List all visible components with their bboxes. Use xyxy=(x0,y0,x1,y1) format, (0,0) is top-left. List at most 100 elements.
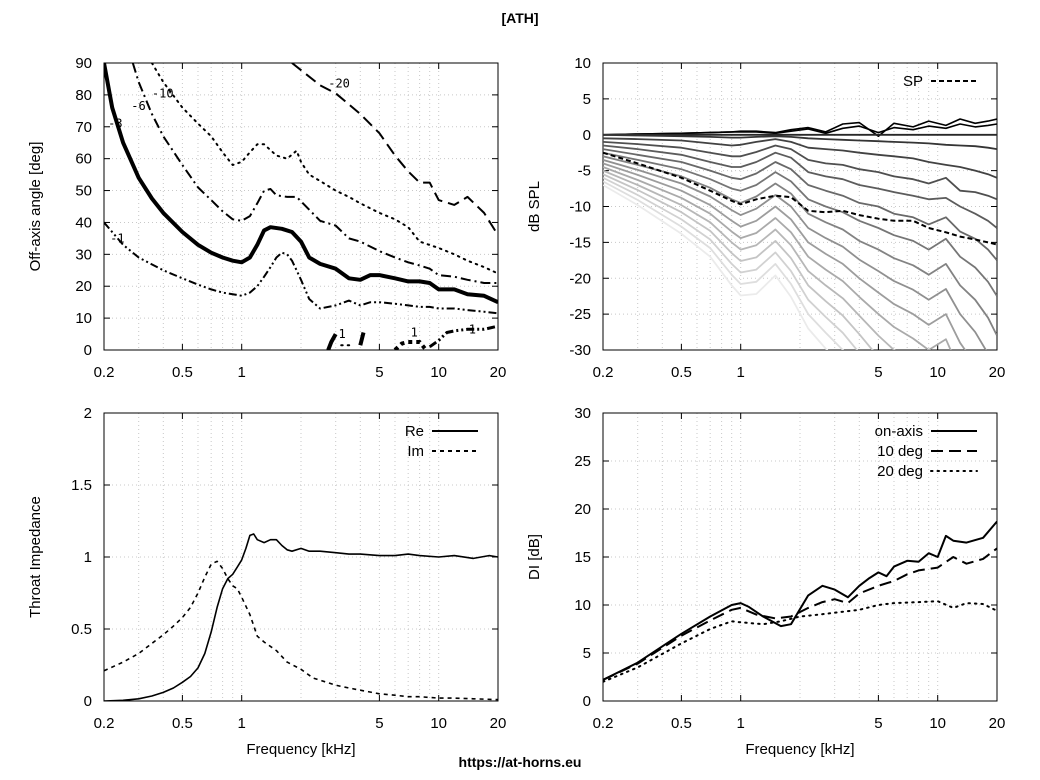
chart-directivity-contour: 0.2 0.5 1 5 10 20 0 10 20 30 40 50 60 70 80 90 Off-axis … xyxy=(27,55,506,381)
x-tick-label: 5 xyxy=(375,364,383,381)
y-tick-label: 0 xyxy=(84,342,92,359)
y-tick-label: 0 xyxy=(583,693,591,710)
x-tick-label: 10 xyxy=(929,715,946,732)
y-tick-label: 1 xyxy=(84,549,92,566)
legend-label: Re xyxy=(405,423,424,440)
grid xyxy=(104,63,498,350)
x-tick-label: 0.2 xyxy=(94,364,115,381)
grid xyxy=(603,413,997,701)
footer-url[interactable]: https://at-horns.eu xyxy=(458,754,582,770)
series-20-deg xyxy=(603,600,997,683)
series-sp xyxy=(603,151,997,246)
y-axis-label: dB SPL xyxy=(526,181,543,232)
y-tick-label: 0 xyxy=(583,127,591,144)
series-+1e xyxy=(428,324,498,349)
y-tick-label: 80 xyxy=(75,87,92,104)
y-tick-label: 90 xyxy=(75,55,92,72)
series-re xyxy=(104,533,498,701)
y-tick-label: 0.5 xyxy=(71,621,92,638)
x-tick-label: 1 xyxy=(737,715,745,732)
y-tick-label: 30 xyxy=(75,246,92,263)
legend-label: 10 deg xyxy=(877,443,923,460)
x-tick-label: 1 xyxy=(238,364,246,381)
series--3 xyxy=(104,63,498,305)
series-140-deg xyxy=(603,173,874,350)
legend-label: Im xyxy=(407,443,424,460)
x-tick-label: 0.5 xyxy=(172,364,193,381)
x-tick-label: 0.5 xyxy=(671,364,692,381)
series-group xyxy=(104,533,498,701)
y-tick-label: 2 xyxy=(84,405,92,422)
y-tick-label: 10 xyxy=(574,597,591,614)
y-axis-label: DI [dB] xyxy=(526,534,543,580)
y-tick-label: 15 xyxy=(574,549,591,566)
series-150-deg xyxy=(603,176,859,350)
series--10 xyxy=(150,63,498,275)
y-tick-label: -25 xyxy=(569,306,591,323)
y-tick-label: 5 xyxy=(583,91,591,108)
x-tick-label: 1 xyxy=(238,715,246,732)
x-tick-label: 20 xyxy=(490,364,507,381)
contour-label: -20 xyxy=(328,77,350,91)
x-tick-label: 20 xyxy=(989,364,1006,381)
y-tick-label: 20 xyxy=(574,501,591,518)
contour-label: -3 xyxy=(108,117,122,131)
series-170-deg xyxy=(603,184,829,350)
series-130-deg xyxy=(603,169,896,350)
x-tick-label: 20 xyxy=(490,715,507,732)
x-tick-label: 0.5 xyxy=(671,715,692,732)
y-tick-label: -20 xyxy=(569,270,591,287)
x-tick-label: 5 xyxy=(874,715,882,732)
series-group xyxy=(603,118,997,350)
series-group xyxy=(104,63,498,350)
series--1 xyxy=(104,221,498,315)
contour-label: -10 xyxy=(152,86,174,100)
series-30-deg xyxy=(603,133,997,150)
x-tick-label: 0.2 xyxy=(593,364,614,381)
y-tick-label: 10 xyxy=(574,55,591,72)
series-120-deg xyxy=(603,166,952,350)
y-tick-label: 30 xyxy=(574,405,591,422)
y-tick-label: 50 xyxy=(75,183,92,200)
y-tick-label: 60 xyxy=(75,151,92,168)
legend-label: SP xyxy=(903,73,923,90)
series-+1a xyxy=(326,333,338,350)
series--20 xyxy=(291,63,498,236)
y-tick-label: 10 xyxy=(75,310,92,327)
x-tick-label: 0.2 xyxy=(94,715,115,732)
contour-label: 1 xyxy=(469,322,476,336)
x-tick-label: 0.5 xyxy=(172,715,193,732)
chart-throat-impedance: 0.2 0.5 1 5 10 20 0 0.5 1 1.5 2 Throat Impedance Fre… xyxy=(27,405,506,758)
y-tick-label: 40 xyxy=(75,214,92,231)
series-10-deg xyxy=(603,123,997,136)
series-160-deg xyxy=(603,180,844,350)
y-tick-label: 70 xyxy=(75,119,92,136)
contour-label: 1 xyxy=(411,325,418,339)
x-axis-label: Frequency [kHz] xyxy=(246,741,355,758)
series-group xyxy=(603,520,997,683)
series-10-deg xyxy=(603,547,997,681)
figure-title: [ATH] xyxy=(501,10,539,26)
contour-label: 1 xyxy=(338,327,345,341)
y-tick-label: -30 xyxy=(569,342,591,359)
series-+1c xyxy=(358,332,366,346)
legend-label: 20 deg xyxy=(877,463,923,480)
y-axis-label: Off-axis angle [deg] xyxy=(27,142,44,272)
y-tick-label: 20 xyxy=(75,278,92,295)
y-tick-label: 25 xyxy=(574,453,591,470)
series-+1d xyxy=(393,340,427,350)
series--6 xyxy=(131,63,498,284)
series-100-deg xyxy=(603,159,987,350)
series-40-deg xyxy=(603,137,997,179)
series-im xyxy=(104,560,498,701)
x-tick-label: 10 xyxy=(430,364,447,381)
x-tick-label: 10 xyxy=(430,715,447,732)
x-axis-label: Frequency [kHz] xyxy=(745,741,854,758)
y-tick-label: 0 xyxy=(84,693,92,710)
series-50-deg xyxy=(603,141,997,201)
series-110-deg xyxy=(603,162,967,350)
y-tick-label: 5 xyxy=(583,645,591,662)
